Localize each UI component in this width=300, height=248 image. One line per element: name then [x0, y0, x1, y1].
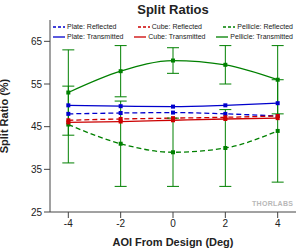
html-text:Split Ratios: Split Ratios [137, 2, 209, 17]
svg-text:AOI From Design (Deg): AOI From Design (Deg) [112, 236, 233, 248]
svg-text:55: 55 [31, 79, 43, 90]
svg-text:35: 35 [31, 164, 43, 175]
html-text:Pellicle: Transmitted: Pellicle: Transmitted [230, 33, 293, 40]
svg-text:Split Ratio (%): Split Ratio (%) [8, 78, 10, 153]
svg-text:65: 65 [31, 36, 43, 47]
svg-text:4: 4 [275, 218, 281, 229]
svg-text:45: 45 [31, 121, 43, 132]
svg-text:-2: -2 [116, 218, 125, 229]
html-text:Plate: Transmitted: Plate: Transmitted [67, 33, 124, 40]
html-text:Plate: Reflected: Plate: Reflected [67, 23, 117, 30]
html-text:Pellicle: Reflected: Pellicle: Reflected [237, 23, 293, 30]
svg-text:0: 0 [170, 218, 176, 229]
svg-text:25: 25 [31, 207, 43, 218]
svg-text:2: 2 [223, 218, 229, 229]
svg-text:-4: -4 [64, 218, 73, 229]
html-text:Cube: Transmitted: Cube: Transmitted [148, 33, 206, 40]
html-text:Cube: Reflected: Cube: Reflected [151, 23, 202, 30]
html-text:THORLABS: THORLABS [252, 200, 294, 207]
